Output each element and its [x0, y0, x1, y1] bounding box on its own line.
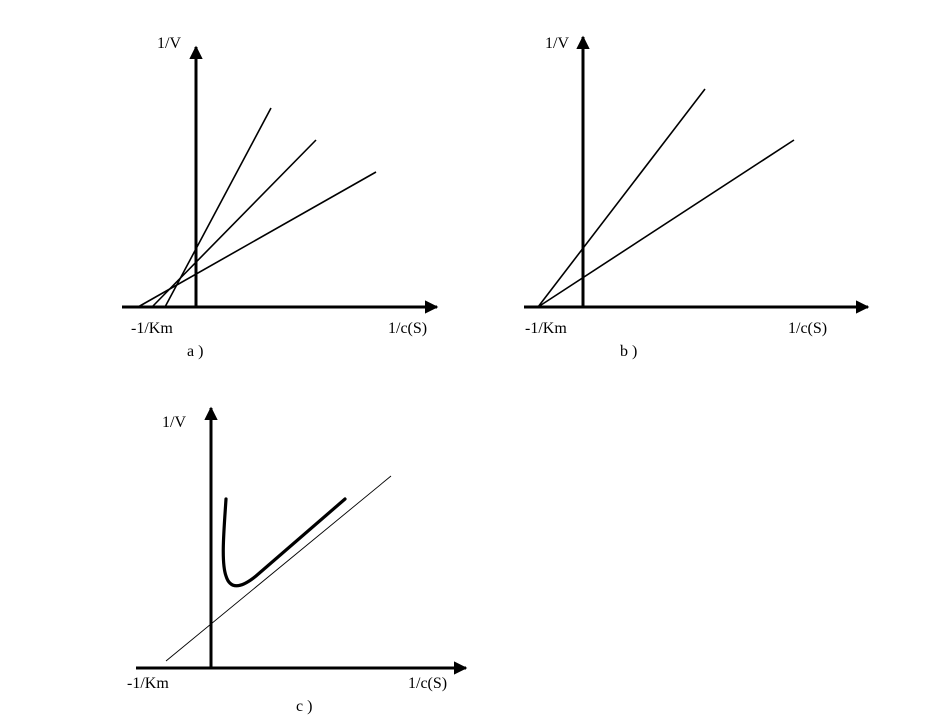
panel-c-intercept-label: -1/Km — [127, 675, 169, 692]
panel-a-line-middle — [151, 139, 317, 308]
panel-a-x-label: 1/c(S) — [388, 320, 427, 337]
panel-a-line-steep — [164, 107, 272, 308]
panel-a-caption: a ) — [187, 343, 203, 360]
panel-b-line-steep — [537, 88, 706, 308]
panel-b-caption: b ) — [620, 343, 637, 360]
panel-a-y-label: 1/V — [157, 35, 181, 52]
panel-c: 1/V 1/c(S) -1/Km c ) — [127, 406, 468, 715]
panel-c-inhibition-curve — [221, 497, 347, 588]
panel-b-line-shallow — [537, 139, 795, 308]
panel-b-intercept-label: -1/Km — [525, 320, 567, 337]
panel-c-asymptote-line — [165, 475, 392, 662]
panel-c-x-label: 1/c(S) — [408, 675, 447, 692]
panel-b-y-label: 1/V — [545, 35, 569, 52]
panel-c-caption: c ) — [296, 698, 312, 715]
panel-a: 1/V 1/c(S) -1/Km a ) — [122, 35, 439, 360]
panel-b-x-label: 1/c(S) — [788, 320, 827, 337]
panel-c-y-label: 1/V — [162, 414, 186, 431]
panel-b: 1/V 1/c(S) -1/Km b ) — [524, 35, 870, 360]
panel-a-intercept-label: -1/Km — [131, 320, 173, 337]
panel-a-line-shallow — [137, 171, 377, 308]
